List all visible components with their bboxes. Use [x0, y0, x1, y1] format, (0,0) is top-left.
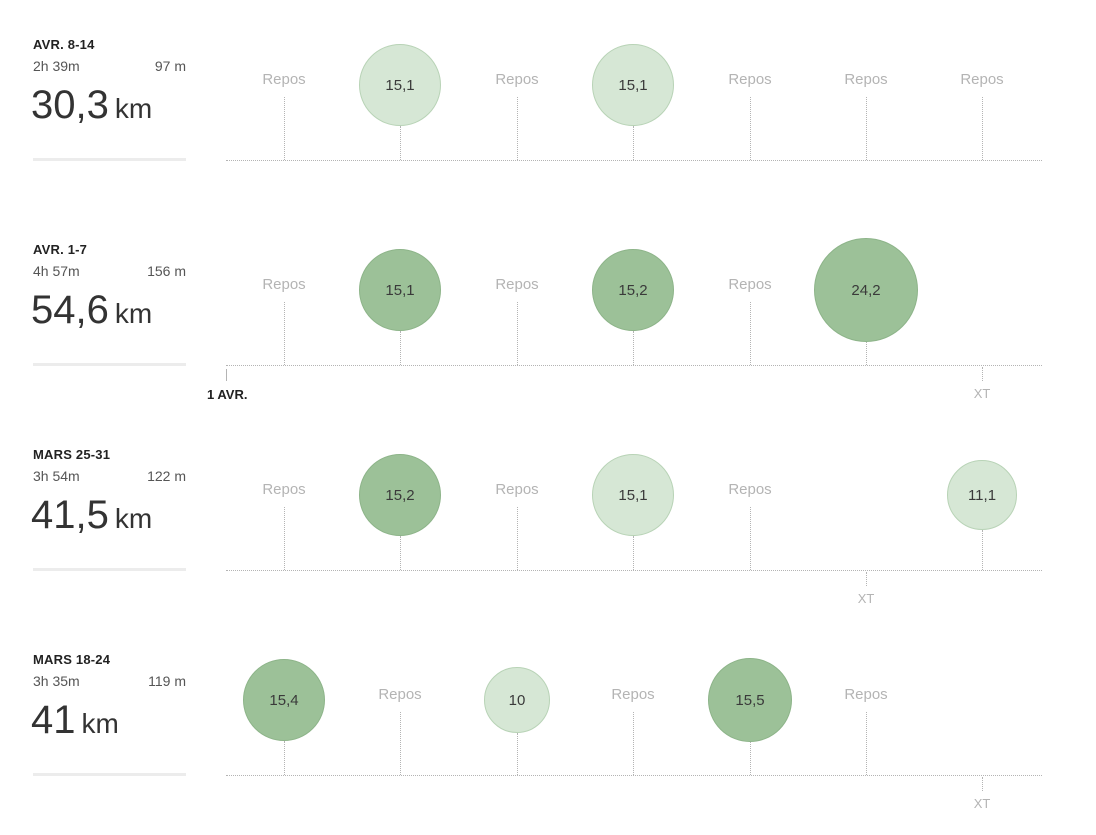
- week-distance: 41 km: [31, 698, 119, 743]
- week-distance-unit: km: [114, 298, 153, 329]
- week-elevation: 122 m: [147, 468, 186, 484]
- day-stem: [284, 741, 285, 775]
- week-distance-unit: km: [114, 503, 153, 534]
- rest-day-label: Repos: [262, 481, 306, 498]
- day-stem: [866, 342, 867, 365]
- run-bubble[interactable]: 15,4: [243, 659, 325, 741]
- week-duration: 3h 54m: [33, 468, 80, 484]
- week-title: MARS 18-24: [33, 652, 111, 667]
- rest-day-label: Repos: [495, 71, 539, 88]
- week-distance-unit: km: [81, 708, 119, 739]
- rest-day-label: Repos: [262, 276, 306, 293]
- run-bubble[interactable]: 15,1: [359, 249, 441, 331]
- day-stem: [517, 507, 518, 570]
- run-bubble[interactable]: 15,1: [592, 454, 674, 536]
- run-bubble[interactable]: 15,2: [592, 249, 674, 331]
- day-stem: [982, 530, 983, 570]
- rest-day-label: Repos: [495, 276, 539, 293]
- week-divider: [33, 773, 186, 776]
- rest-day-label: Repos: [728, 71, 772, 88]
- week-divider: [33, 363, 186, 366]
- month-marker: 1 AVR.: [207, 387, 248, 402]
- day-stem: [633, 331, 634, 365]
- week-baseline: [226, 160, 1042, 161]
- day-stem: [866, 712, 867, 775]
- run-bubble[interactable]: 11,1: [947, 460, 1017, 530]
- run-bubble[interactable]: 24,2: [814, 238, 918, 342]
- day-stem: [866, 97, 867, 160]
- rest-day-label: Repos: [960, 71, 1004, 88]
- run-bubble[interactable]: 10: [484, 667, 550, 733]
- day-stem: [982, 97, 983, 160]
- day-stem: [400, 331, 401, 365]
- week-baseline: [226, 775, 1042, 776]
- cross-training-label: XT: [973, 386, 991, 401]
- week-title: AVR. 1-7: [33, 242, 88, 257]
- week-distance-value: 41,5: [31, 493, 109, 537]
- day-stem: [633, 126, 634, 160]
- week-duration: 2h 39m: [33, 58, 80, 74]
- run-bubble[interactable]: 15,2: [359, 454, 441, 536]
- rest-day-label: Repos: [844, 71, 888, 88]
- month-tick: [226, 369, 227, 381]
- run-bubble[interactable]: 15,5: [708, 658, 792, 742]
- day-stem: [284, 97, 285, 160]
- day-stem: [633, 712, 634, 775]
- day-stem: [400, 536, 401, 570]
- rest-day-label: Repos: [495, 481, 539, 498]
- week-divider: [33, 568, 186, 571]
- day-stem: [400, 712, 401, 775]
- rest-day-label: Repos: [728, 481, 772, 498]
- day-stem: [517, 302, 518, 365]
- day-stem: [750, 742, 751, 775]
- rest-day-label: Repos: [728, 276, 772, 293]
- run-bubble[interactable]: 15,1: [359, 44, 441, 126]
- week-baseline: [226, 570, 1042, 571]
- week-distance-value: 41: [31, 698, 76, 742]
- week-title: AVR. 8-14: [33, 37, 95, 52]
- run-bubble[interactable]: 15,1: [592, 44, 674, 126]
- week-elevation: 97 m: [154, 58, 186, 74]
- week-row: AVR. 8-14 2h 39m 97 m 30,3 km Repos 15,1 Repos 1…: [0, 15, 1096, 220]
- rest-day-label: Repos: [262, 71, 306, 88]
- week-row: MARS 18-24 3h 35m 119 m 41 km 15,4 Repos 10 Repo…: [0, 630, 1096, 835]
- cross-training-label: XT: [857, 591, 875, 606]
- week-row: MARS 25-31 3h 54m 122 m 41,5 km Repos 15,2 Repo…: [0, 425, 1096, 630]
- day-stem: [982, 367, 983, 381]
- rest-day-label: Repos: [844, 686, 888, 703]
- day-stem: [517, 733, 518, 775]
- week-distance: 30,3 km: [31, 83, 152, 128]
- week-row: AVR. 1-7 4h 57m 156 m 54,6 km Repos 15,1 Repos 1…: [0, 220, 1096, 425]
- week-divider: [33, 158, 186, 161]
- week-distance-value: 54,6: [31, 288, 109, 332]
- day-stem: [284, 302, 285, 365]
- week-distance: 41,5 km: [31, 493, 152, 538]
- rest-day-label: Repos: [611, 686, 655, 703]
- week-elevation: 156 m: [147, 263, 186, 279]
- week-distance: 54,6 km: [31, 288, 152, 333]
- rest-day-label: Repos: [378, 686, 422, 703]
- day-stem: [633, 536, 634, 570]
- week-duration: 4h 57m: [33, 263, 80, 279]
- day-stem: [750, 97, 751, 160]
- day-stem: [750, 302, 751, 365]
- day-stem: [750, 507, 751, 570]
- week-distance-value: 30,3: [31, 83, 109, 127]
- week-distance-unit: km: [114, 93, 153, 124]
- day-stem: [517, 97, 518, 160]
- week-elevation: 119 m: [148, 673, 186, 689]
- week-baseline: [226, 365, 1042, 366]
- week-duration: 3h 35m: [33, 673, 80, 689]
- day-stem: [400, 126, 401, 160]
- cross-training-label: XT: [973, 796, 991, 811]
- week-title: MARS 25-31: [33, 447, 111, 462]
- day-stem: [284, 507, 285, 570]
- day-stem: [866, 572, 867, 586]
- day-stem: [982, 777, 983, 791]
